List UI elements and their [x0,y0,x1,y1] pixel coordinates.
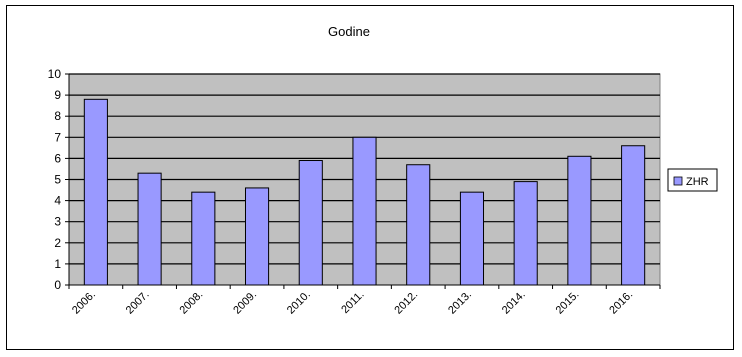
legend-swatch [673,176,683,186]
x-tick-label: 2015. [554,289,582,317]
bar [459,191,485,286]
chart-title: Godine [328,24,370,39]
x-tick-label: 2013. [446,289,474,317]
y-tick-label: 6 [54,151,61,165]
chart-frame: Godine 0 1 2 3 4 5 6 7 8 9 10 2006. 2007. 2008. 2009.… [6,5,734,350]
legend-box [667,168,718,192]
bar-chart: Godine 0 1 2 3 4 5 6 7 8 9 10 2006. 2007. 2008. 2009.… [48,24,718,317]
y-axis: 0 1 2 3 4 5 6 7 8 9 10 [48,67,70,292]
bar [191,191,216,286]
y-tick-label: 8 [54,109,61,123]
x-tick-label: 2012. [392,289,420,317]
x-tick-label: 2011. [339,289,366,316]
bar [352,136,377,286]
y-tick-label: 1 [54,257,61,271]
bar [83,98,108,286]
bar-series [83,98,646,286]
bar [298,160,323,286]
y-tick-label: 3 [54,215,61,229]
bar [621,145,646,286]
legend-label: ZHR [686,176,709,188]
y-tick-label: 0 [54,278,61,292]
y-tick-label: 2 [54,236,61,250]
x-tick-label: 2010. [285,289,313,317]
x-tick-label: 2008. [177,289,205,317]
bar [406,164,431,286]
y-tick-label: 5 [54,173,61,187]
bar [244,187,270,286]
bar [513,181,538,286]
bar [137,172,162,286]
legend: ZHR [667,168,718,192]
bar [567,155,592,286]
y-tick-label: 9 [54,88,61,102]
x-tick-label: 2009. [231,289,259,317]
x-axis: 2006. 2007. 2008. 2009. 2010. 2011. 2012. 2013.… [68,284,661,317]
x-tick-label: 2014. [500,289,528,317]
y-tick-label: 7 [54,130,61,144]
x-tick-label: 2016. [607,289,635,317]
y-tick-label: 4 [54,194,61,208]
x-tick-label: 2007. [124,289,152,317]
x-tick-label: 2006. [70,289,98,317]
y-tick-label: 10 [48,67,62,81]
